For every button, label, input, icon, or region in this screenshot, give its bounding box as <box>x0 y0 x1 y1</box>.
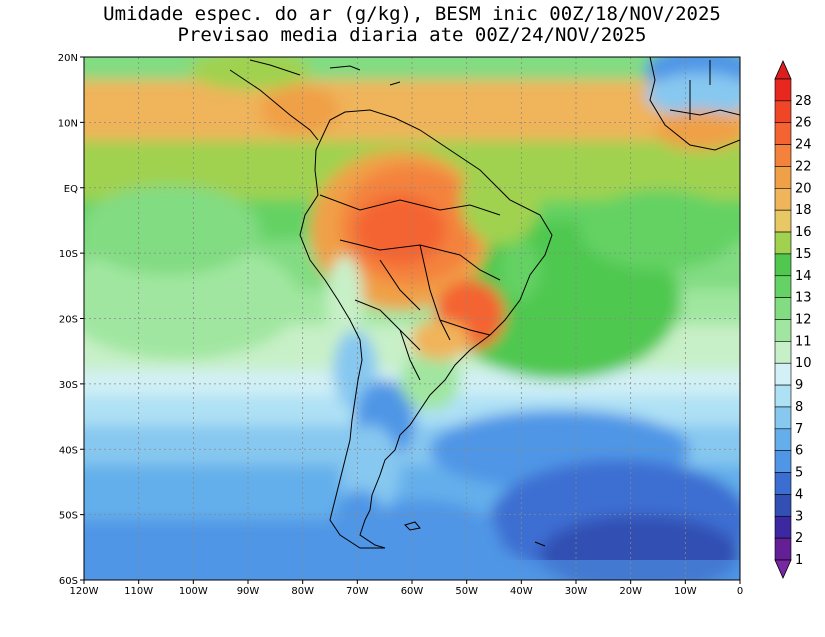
colorbar-bottom-arrow <box>774 559 792 579</box>
lon-tick-label: 110W <box>124 586 153 597</box>
colorbar-swatch <box>774 253 792 277</box>
colorbar-label: 3 <box>795 509 803 524</box>
lon-tick-label: 0 <box>737 586 743 597</box>
colorbar-label: 24 <box>795 138 812 153</box>
lat-tick-label: EQ <box>64 184 78 195</box>
colorbar-label: 28 <box>795 94 812 109</box>
colorbar-label: 10 <box>795 356 812 371</box>
colorbar-swatch <box>774 406 792 430</box>
colorbar-swatch <box>774 494 792 517</box>
lon-tick-label: 120W <box>70 586 99 597</box>
colorbar-swatch <box>774 209 792 233</box>
colorbar-swatch <box>774 166 792 189</box>
colorbar-swatch <box>774 231 792 255</box>
colorbar-swatch <box>774 537 792 561</box>
colorbar-swatch <box>774 472 792 495</box>
colorbar-label: 8 <box>795 400 803 415</box>
gridlines <box>84 57 740 580</box>
colorbar-label: 5 <box>795 466 803 481</box>
lon-tick-label: 70W <box>346 586 369 597</box>
colorbar-swatch <box>774 319 792 342</box>
lon-tick-label: 40W <box>510 586 533 597</box>
lat-tick-label: 20S <box>59 315 78 326</box>
colorbar-swatch <box>774 362 792 386</box>
colorbar-swatch <box>774 297 792 320</box>
colorbar-swatch <box>774 515 792 539</box>
map-subtitle: Previsao media diaria ate 00Z/24/NOV/202… <box>177 24 647 46</box>
colorbar: 28 26 24 22 20 18 16 15 14 13 12 11 10 9 8 7 6 5 4 3 2 1 <box>774 60 812 579</box>
colorbar-top-arrow <box>774 60 792 80</box>
lon-tick-label: 80W <box>291 586 314 597</box>
colorbar-label: 1 <box>795 553 803 568</box>
colorbar-label: 2 <box>795 531 803 546</box>
colorbar-label: 20 <box>795 181 812 196</box>
colorbar-swatch <box>774 384 792 408</box>
colorbar-label: 4 <box>795 487 803 502</box>
colorbar-swatch <box>774 428 792 451</box>
colorbar-label: 16 <box>795 225 812 240</box>
colorbar-swatch <box>774 341 792 364</box>
colorbar-swatch <box>774 275 792 298</box>
lon-tick-label: 90W <box>237 586 260 597</box>
colorbar-label: 14 <box>795 269 812 284</box>
lon-tick-label: 10W <box>674 586 697 597</box>
lon-tick-label: 20W <box>619 586 642 597</box>
colorbar-label: 22 <box>795 159 812 174</box>
lat-tick-label: 10N <box>58 118 78 129</box>
lat-tick-label: 30S <box>59 380 78 391</box>
humidity-field <box>84 57 740 580</box>
colorbar-swatch <box>774 100 792 124</box>
lat-tick-label: 60S <box>59 576 78 587</box>
lat-tick-label: 50S <box>59 511 78 522</box>
colorbar-label: 12 <box>795 313 812 328</box>
colorbar-swatch <box>774 450 792 473</box>
colorbar-label: 13 <box>795 291 812 306</box>
lon-tick-label: 60W <box>401 586 424 597</box>
colorbar-label: 18 <box>795 203 812 218</box>
longitude-axis: 120W 110W 100W 90W 80W 70W 60W 50W 40W 30W 20W 10W 0 <box>70 580 743 597</box>
colorbar-swatch <box>774 78 792 102</box>
colorbar-label: 11 <box>795 334 812 349</box>
lon-tick-label: 30W <box>565 586 588 597</box>
colorbar-swatch <box>774 144 792 167</box>
colorbar-label: 26 <box>795 116 812 131</box>
coastlines <box>229 57 740 549</box>
lat-tick-label: 10S <box>59 249 78 260</box>
latitude-axis: 20N 10N EQ 10S 20S 30S 40S 50S 60S <box>58 53 84 587</box>
lat-tick-label: 40S <box>59 445 78 456</box>
lon-tick-label: 50W <box>455 586 478 597</box>
colorbar-swatch <box>774 188 792 211</box>
colorbar-label: 9 <box>795 378 803 393</box>
colorbar-label: 6 <box>795 444 803 459</box>
map-title: Umidade espec. do ar (g/kg), BESM inic 0… <box>103 3 721 25</box>
colorbar-swatch <box>774 122 792 145</box>
lat-tick-label: 20N <box>58 53 78 64</box>
colorbar-label: 7 <box>795 422 803 437</box>
lon-tick-label: 100W <box>179 586 208 597</box>
colorbar-label: 15 <box>795 247 812 262</box>
